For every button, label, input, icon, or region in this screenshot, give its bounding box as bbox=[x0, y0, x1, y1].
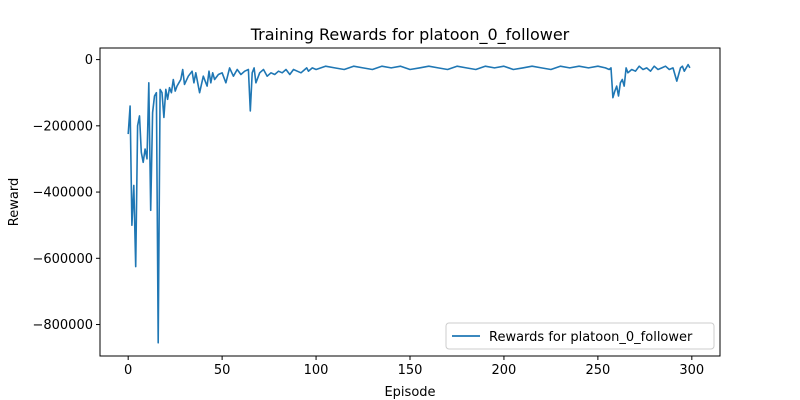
x-tick-label: 200 bbox=[492, 363, 517, 378]
series-layer bbox=[127, 63, 691, 344]
x-tick-label: 50 bbox=[214, 363, 231, 378]
y-tick-label: 0 bbox=[85, 53, 93, 68]
legend-label: Rewards for platoon_0_follower bbox=[489, 330, 693, 345]
y-axis-label: Reward bbox=[7, 178, 22, 226]
x-axis-label: Episode bbox=[384, 385, 435, 400]
legend-box bbox=[445, 322, 715, 350]
series-line bbox=[127, 63, 691, 344]
x-tick-label: 150 bbox=[398, 363, 423, 378]
x-tick-label: 250 bbox=[585, 363, 610, 378]
x-tick-label: 0 bbox=[124, 363, 132, 378]
y-tick-label: −800000 bbox=[32, 318, 93, 333]
y-tick-label: −400000 bbox=[32, 186, 93, 201]
y-axis: 0 −200000 −400000 −600000 −800000 bbox=[32, 53, 100, 333]
x-tick-label: 100 bbox=[304, 363, 329, 378]
plot-frame bbox=[99, 47, 721, 357]
x-axis: 0 50 100 150 200 250 300 bbox=[124, 356, 704, 378]
y-tick-label: −600000 bbox=[32, 252, 93, 267]
chart-title: Training Rewards for platoon_0_follower bbox=[250, 25, 570, 45]
x-tick-label: 300 bbox=[679, 363, 704, 378]
y-tick-label: −200000 bbox=[32, 119, 93, 134]
legend: Rewards for platoon_0_follower bbox=[445, 322, 715, 350]
